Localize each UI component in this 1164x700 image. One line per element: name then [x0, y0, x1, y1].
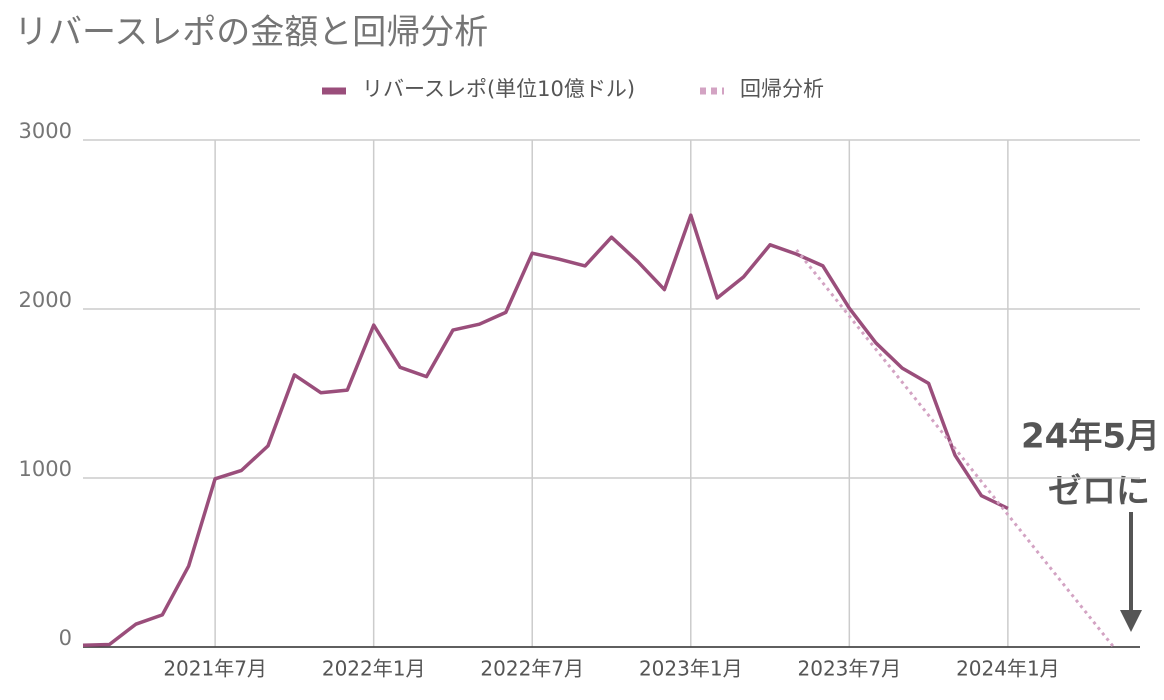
y-tick-label: 3000 — [19, 119, 72, 143]
series-line — [82, 213, 1009, 648]
annotation-arrow-head — [1120, 610, 1142, 632]
x-tick-label: 2023年1月 — [639, 657, 743, 681]
y-tick-label: 2000 — [19, 288, 72, 312]
x-tick-label: 2022年7月 — [480, 657, 584, 681]
x-tick-label: 2023年7月 — [798, 657, 902, 681]
annotation: 24年5月 — [1021, 417, 1160, 457]
x-tick-label: 2021年7月 — [163, 657, 267, 681]
chart-title: リバースレポの金額と回帰分析 — [14, 13, 488, 53]
legend-label: 回帰分析 — [740, 77, 824, 101]
x-tick-label: 2022年1月 — [322, 657, 426, 681]
y-tick-label: 0 — [59, 626, 72, 650]
y-tick-label: 1000 — [19, 457, 72, 481]
series-line — [795, 248, 1115, 648]
x-tick-label: 2024年1月 — [956, 657, 1060, 681]
legend-label: リバースレポ(単位10億ドル) — [362, 77, 635, 101]
